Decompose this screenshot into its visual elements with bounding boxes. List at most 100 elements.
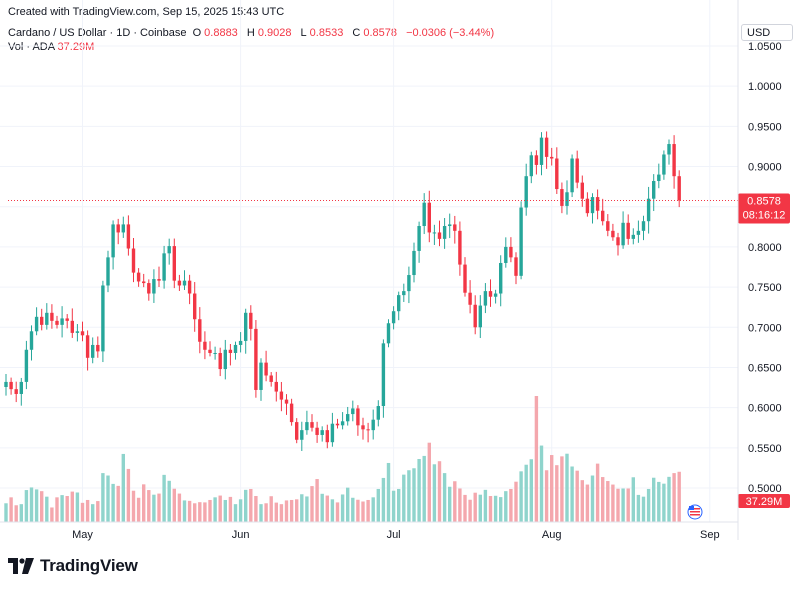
candle-body [519,207,523,276]
candle-body [80,331,85,336]
candle-body [381,343,386,407]
volume-bar [101,473,105,522]
candle-body [488,291,493,297]
price-tick-label: 0.5000 [748,483,782,495]
volume-bar [96,501,100,522]
volume-bar [85,499,90,522]
candle-body [218,352,222,370]
volume-bar [193,503,197,522]
candle-body [198,319,202,342]
candle-body [473,304,477,328]
volume-bar [70,491,74,522]
price-label-tag: 0.8578 08:16:12 [738,193,790,224]
candle-body [182,280,187,286]
candle-body [91,344,95,358]
volume-bar [126,468,131,522]
candle-body [289,403,294,423]
volume-bar [524,464,528,522]
volume-bar [646,488,651,522]
candle-body [213,352,217,354]
volume-bar [565,453,569,522]
time-tick-label: Aug [542,529,562,541]
volume-bar [223,499,227,522]
candle-body [116,224,120,233]
volume-bar [24,490,29,522]
volume-bar [601,477,605,522]
candle-body [570,158,574,193]
volume-bar [529,459,533,522]
symbol-name[interactable]: Cardano / US Dollar · 1D · Coinbase [8,27,187,39]
candle-body [50,312,54,321]
volume-bar [4,503,8,522]
candle-body [45,312,49,325]
price-tick-label: 0.7000 [748,322,782,334]
candle-body [96,344,100,352]
candle-body [626,222,630,239]
candle-body [55,320,59,325]
candle-body [208,349,212,353]
volume-bar [310,486,314,522]
volume-bar [585,484,590,522]
candle-body [24,349,29,382]
candle-body [315,427,319,435]
candle-body [483,291,488,306]
candle-body [641,221,646,231]
candle-body [157,279,161,281]
last-price-tag-value: 0.8578 [747,195,781,207]
candle-body [468,292,472,305]
volume-bar [40,491,44,522]
high-value: 0.9028 [257,27,292,39]
volume-bar [391,490,396,522]
candle-body [356,408,360,426]
candle-body [453,224,457,231]
currency-button[interactable]: USD [741,24,793,41]
candle-body [621,222,625,246]
volume-bar [187,500,192,522]
candle-body [14,389,18,394]
candle-body [106,257,110,286]
volume-bar [631,477,635,522]
price-tick-label: 0.9000 [748,162,782,174]
volume-bar [488,496,493,522]
price-tick-label: 0.9500 [748,121,782,133]
candle-body [131,248,136,273]
candle-body [417,226,421,251]
candle-body [4,381,8,387]
candle-body [616,237,620,246]
price-tick-label: 1.0000 [748,81,782,93]
candle-body [662,154,666,175]
candle-body [371,419,375,431]
candle-body [310,422,314,428]
volume-bar [346,487,350,522]
volume-bar [555,465,559,522]
volume-bar [75,492,80,522]
volume-bar [657,481,661,522]
candle-body [611,230,615,238]
candle-body [85,335,90,358]
volume-bar [397,488,401,522]
candle-body [437,232,442,239]
volume-bars [4,396,681,522]
volume-label[interactable]: Vol · ADA [8,41,55,53]
high-label: H [246,27,255,39]
candle-body [677,176,681,201]
volume-bar [45,496,49,522]
volume-bar [228,496,233,522]
low-value: 0.8533 [309,27,344,39]
volume-bar [182,500,187,522]
volume-bar [34,489,39,522]
candle-body [264,362,268,376]
candle-body [167,246,171,254]
candle-body [391,311,396,324]
volume-bar [453,481,457,522]
us-flag-icon [687,504,703,520]
volume-bar [19,504,23,522]
candle-body [70,320,74,333]
candle-body [397,295,401,312]
candle-body [75,331,80,333]
candle-body [177,280,182,286]
candle-body [223,349,227,370]
candle-body [233,344,238,353]
volume-bar [136,497,141,522]
